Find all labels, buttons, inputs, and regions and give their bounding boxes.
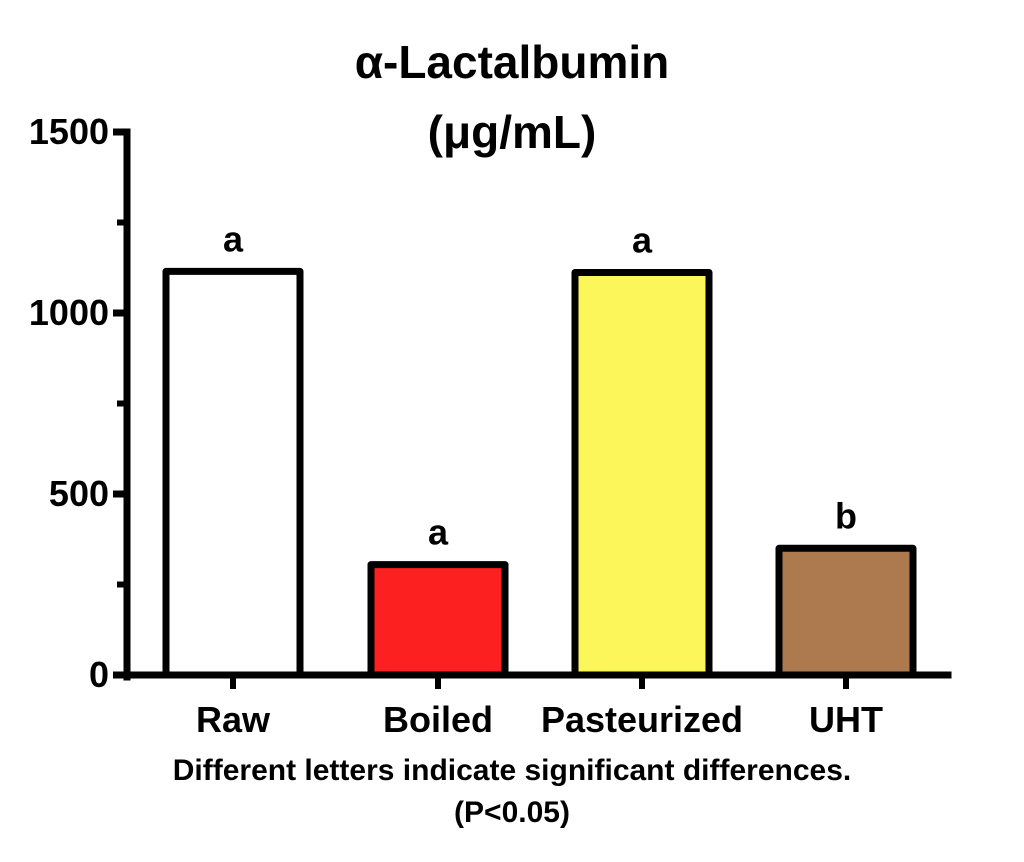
x-category-label: UHT xyxy=(809,699,883,740)
chart-title-line2: (μg/mL) xyxy=(428,106,597,158)
significance-letter: a xyxy=(223,218,244,259)
bar-uht xyxy=(775,544,917,679)
significance-letter: a xyxy=(428,512,449,553)
x-category-label: Pasteurized xyxy=(541,699,743,740)
y-tick-label: 1000 xyxy=(29,292,109,333)
chart-title-line1: α-Lactalbumin xyxy=(355,36,670,88)
labels: 0 500 1000 1500 Raw a Boiled a Pasteurized a UHT b xyxy=(29,111,883,740)
y-tick-label: 1500 xyxy=(29,111,109,152)
bars xyxy=(162,267,917,679)
bar-boiled xyxy=(367,561,509,679)
y-tick-label: 0 xyxy=(89,654,109,695)
significance-letter: b xyxy=(835,495,857,536)
bar-pasteurized xyxy=(571,268,713,679)
bar-raw xyxy=(162,267,304,679)
x-category-label: Raw xyxy=(196,699,271,740)
footnote-line2: (P<0.05) xyxy=(454,796,570,829)
footnote-line1: Different letters indicate significant d… xyxy=(173,754,852,787)
y-tick-label: 500 xyxy=(49,473,109,514)
significance-letter: a xyxy=(632,219,653,260)
x-category-label: Boiled xyxy=(383,699,493,740)
